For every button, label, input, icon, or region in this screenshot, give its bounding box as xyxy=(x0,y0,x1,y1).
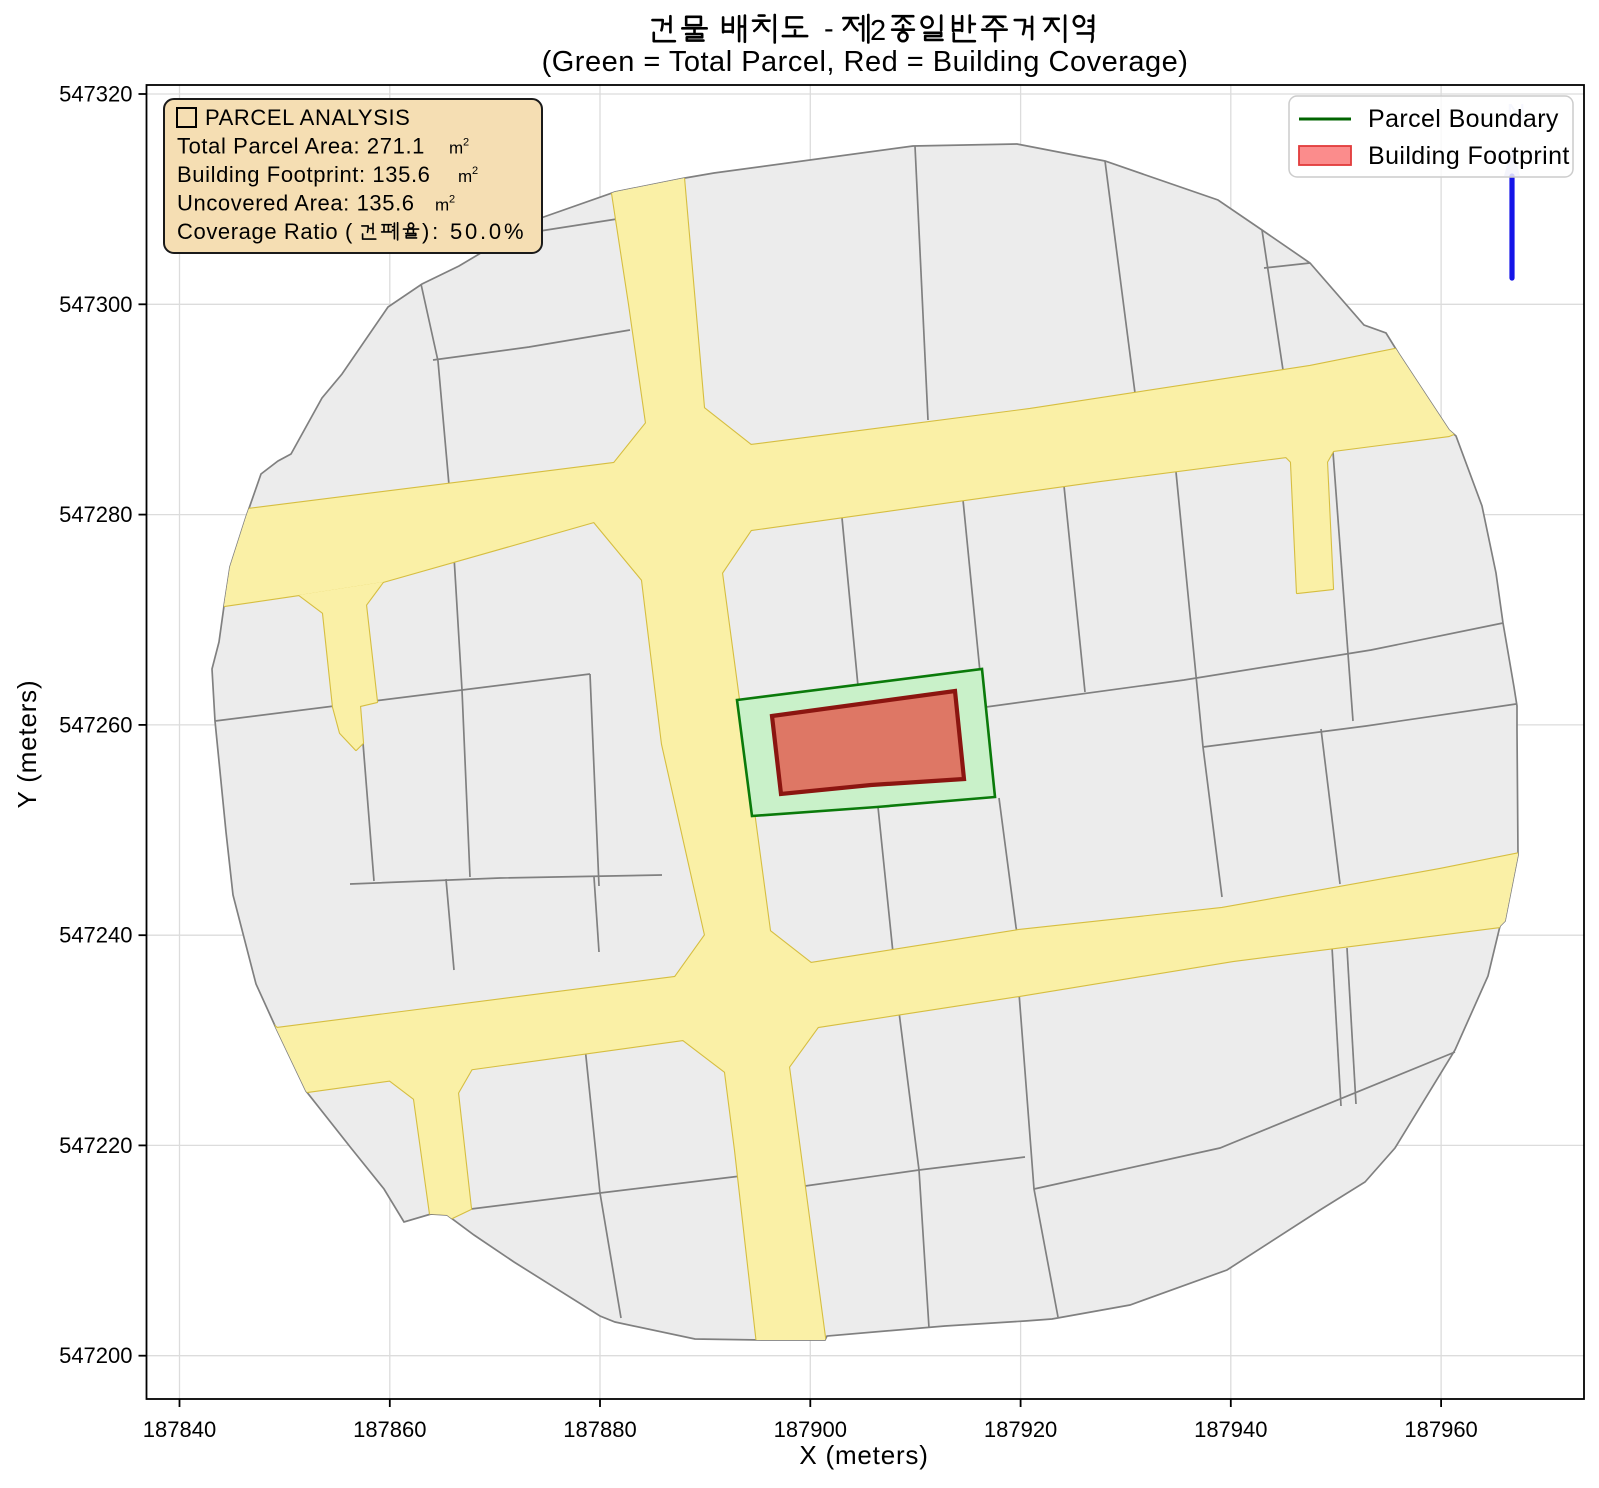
svg-text:547300: 547300 xyxy=(59,292,132,317)
svg-text:Coverage Ratio (: Coverage Ratio ( xyxy=(177,219,353,244)
svg-text:2: 2 xyxy=(449,194,455,206)
svg-text:PARCEL ANALYSIS: PARCEL ANALYSIS xyxy=(205,105,410,130)
svg-text:547260: 547260 xyxy=(59,712,132,737)
svg-text:Building Footprint: 135.6: Building Footprint: 135.6 xyxy=(177,162,431,187)
svg-text:2: 2 xyxy=(463,137,469,149)
svg-text:547320: 547320 xyxy=(59,82,132,107)
svg-text:187940: 187940 xyxy=(1194,1417,1267,1442)
svg-text:187920: 187920 xyxy=(984,1417,1057,1442)
svg-text:547280: 547280 xyxy=(59,502,132,527)
svg-text:547220: 547220 xyxy=(59,1133,132,1158)
svg-text:Uncovered Area: 135.6: Uncovered Area: 135.6 xyxy=(177,191,415,216)
svg-text:m: m xyxy=(458,167,472,186)
svg-text:m: m xyxy=(435,196,449,215)
svg-text:Y (meters): Y (meters) xyxy=(12,680,42,809)
svg-text:-: - xyxy=(824,13,834,45)
svg-text:2: 2 xyxy=(472,165,478,177)
svg-text:): 50.0%: ): 50.0% xyxy=(422,219,526,244)
svg-text:Building Footprint: Building Footprint xyxy=(1368,142,1570,170)
svg-text:187880: 187880 xyxy=(563,1417,636,1442)
svg-text:2: 2 xyxy=(870,15,886,47)
svg-text:m: m xyxy=(449,139,463,158)
svg-text:X (meters): X (meters) xyxy=(799,1440,928,1470)
svg-text:(Green = Total Parcel, Red = B: (Green = Total Parcel, Red = Building Co… xyxy=(542,46,1189,78)
svg-text:187840: 187840 xyxy=(143,1417,216,1442)
svg-text:187960: 187960 xyxy=(1404,1417,1477,1442)
svg-text:547200: 547200 xyxy=(59,1343,132,1368)
svg-text:Total Parcel Area: 271.1: Total Parcel Area: 271.1 xyxy=(177,134,425,159)
svg-text:187900: 187900 xyxy=(774,1417,847,1442)
svg-text:547240: 547240 xyxy=(59,923,132,948)
svg-text:Parcel Boundary: Parcel Boundary xyxy=(1368,105,1559,133)
svg-text:187860: 187860 xyxy=(353,1417,426,1442)
